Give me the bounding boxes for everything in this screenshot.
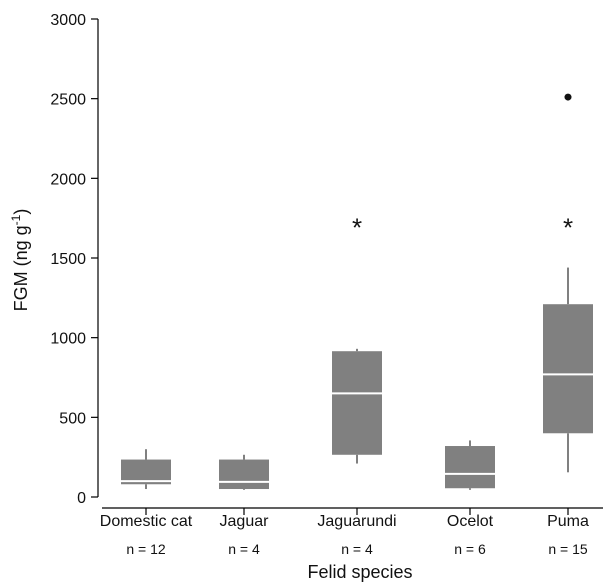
iqr-box xyxy=(543,304,593,434)
y-tick-label: 2500 xyxy=(50,92,86,109)
y-tick-label: 500 xyxy=(59,410,86,427)
y-tick-label: 1000 xyxy=(50,331,86,348)
x-tick-label: Ocelot xyxy=(447,513,494,530)
box-jaguar xyxy=(219,454,269,490)
y-axis-title-superscript: -1 xyxy=(9,214,23,225)
extreme-outlier-marker: * xyxy=(352,212,362,242)
sample-size-label: n = 4 xyxy=(228,541,260,557)
box-jaguarundi: * xyxy=(332,212,382,464)
box-puma: * xyxy=(543,93,593,473)
sample-size-label: n = 6 xyxy=(454,541,486,557)
y-axis-title: FGM (ng g-1) xyxy=(9,209,31,312)
box-domestic-cat xyxy=(121,449,171,490)
y-axis-title-base: FGM (ng g xyxy=(11,225,31,311)
x-tick-label: Jaguar xyxy=(220,513,270,530)
y-tick-label: 0 xyxy=(77,490,86,507)
x-axis-title: Felid species xyxy=(307,562,412,582)
box-ocelot xyxy=(445,440,495,490)
y-tick-label: 3000 xyxy=(50,12,86,29)
x-axis: Domestic cat n = 12 Jaguar n = 4 Jaguarundi n… xyxy=(100,507,603,557)
x-tick-label: Domestic cat xyxy=(100,513,193,530)
iqr-box xyxy=(219,459,269,490)
extreme-outlier-marker: * xyxy=(563,212,573,242)
y-axis-title-close: ) xyxy=(11,209,31,215)
outlier-point xyxy=(564,93,572,101)
y-axis: 0 500 1000 1500 2000 2500 3000 xyxy=(50,12,99,507)
boxes-layer: * * xyxy=(121,93,593,490)
iqr-box xyxy=(445,446,495,489)
y-tick-label: 1500 xyxy=(50,251,86,268)
sample-size-label: n = 4 xyxy=(341,541,373,557)
x-tick-label: Jaguarundi xyxy=(317,513,396,530)
sample-size-label: n = 15 xyxy=(548,541,588,557)
iqr-box xyxy=(332,351,382,455)
sample-size-label: n = 12 xyxy=(126,541,166,557)
y-tick-label: 2000 xyxy=(50,171,86,188)
x-tick-label: Puma xyxy=(547,513,589,530)
